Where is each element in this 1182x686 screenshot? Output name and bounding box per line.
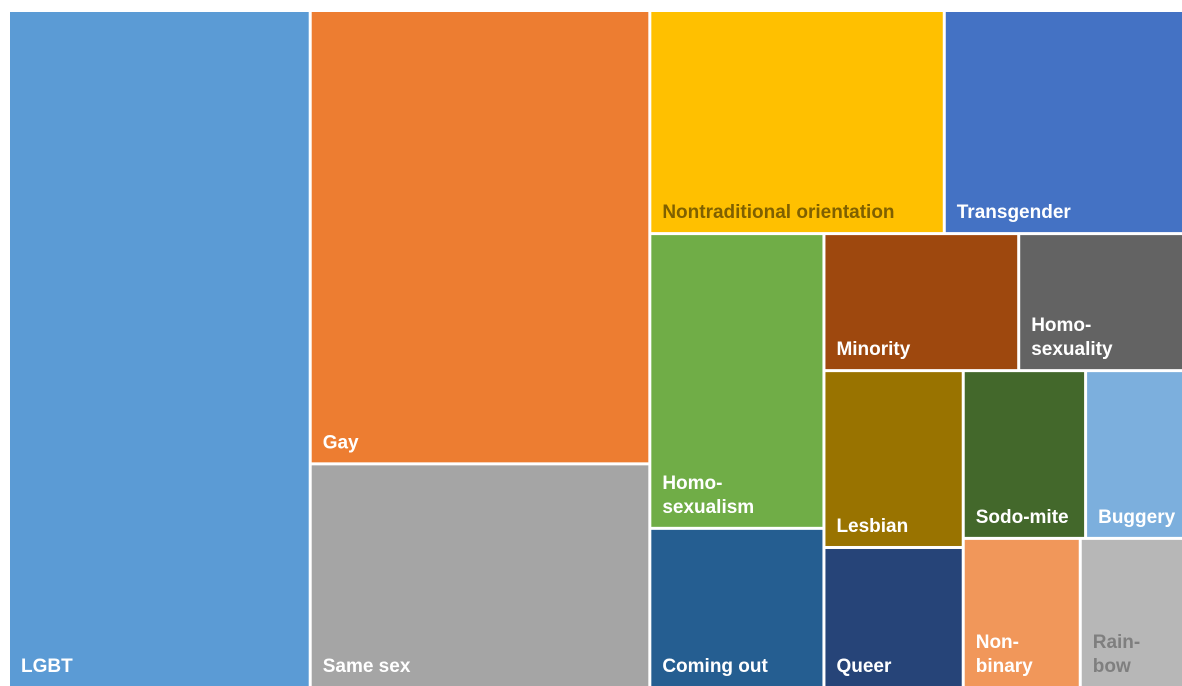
- tile: [1081, 539, 1182, 686]
- tile-label: Rain-bow: [1093, 632, 1141, 677]
- tile-label: Minority: [836, 339, 910, 360]
- tile: [651, 235, 823, 527]
- tile-label: Lesbian: [836, 516, 908, 537]
- tile: [945, 12, 1182, 233]
- tile-label: Transgender: [957, 202, 1072, 223]
- tile: [1020, 235, 1182, 370]
- tile-label: Gay: [323, 432, 359, 453]
- tile-label: Coming out: [662, 656, 768, 677]
- tile-label: Buggery: [1098, 507, 1176, 528]
- tile-label: Sodo-mite: [976, 507, 1069, 528]
- tile-label: Nontraditional orientation: [662, 202, 894, 223]
- tile: [964, 372, 1085, 537]
- tile: [1087, 372, 1182, 537]
- tile-label: Homo-sexualism: [662, 473, 754, 518]
- tile-label: Homo-sexuality: [1031, 315, 1113, 360]
- tile-label: Same sex: [323, 656, 411, 677]
- tile-label: Queer: [836, 656, 892, 677]
- tile-label: Non-binary: [976, 632, 1033, 677]
- tile: [825, 548, 962, 686]
- tile: [311, 12, 649, 463]
- tile: [825, 235, 1018, 370]
- tile: [651, 529, 823, 686]
- tile-label: LGBT: [21, 656, 73, 677]
- tile: [651, 12, 943, 233]
- tile: [825, 372, 962, 546]
- tile: [10, 12, 309, 686]
- tile: [964, 539, 1079, 686]
- tile: [311, 465, 649, 686]
